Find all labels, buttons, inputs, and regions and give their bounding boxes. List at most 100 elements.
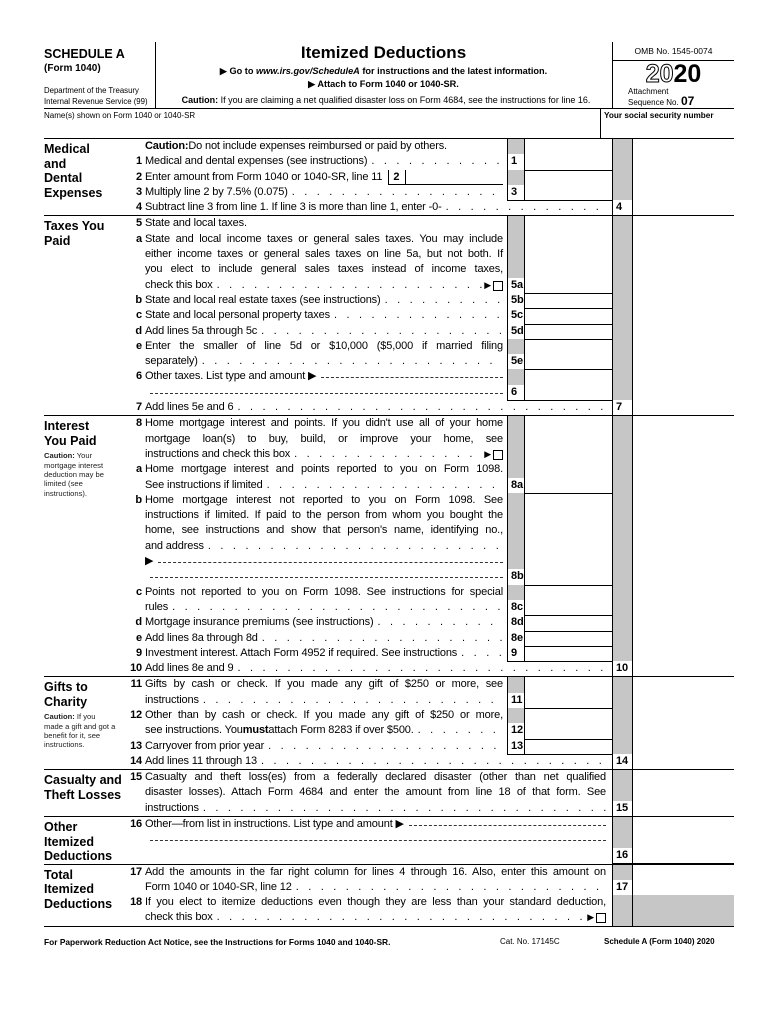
write-in-line[interactable]: [150, 385, 503, 394]
amount-field[interactable]: [525, 615, 612, 632]
amount-field[interactable]: [525, 693, 612, 709]
amount-field[interactable]: [525, 154, 612, 171]
divider: [155, 42, 156, 108]
checkbox[interactable]: [596, 913, 606, 924]
blank-cell: [633, 677, 734, 692]
amount-field[interactable]: [633, 200, 734, 217]
shaded-cell: [612, 323, 633, 340]
amount-field[interactable]: [525, 646, 612, 663]
write-in-line[interactable]: [150, 832, 606, 842]
line-row: home, see instructions and show that per…: [120, 523, 734, 539]
line-item-c: c State and local personal property taxes…: [120, 308, 734, 325]
line-text-part: If you elect to itemize deductions even …: [145, 896, 606, 909]
line-row: ▶: [120, 554, 734, 570]
blank-cell: [525, 216, 612, 231]
shaded-cell: [612, 369, 633, 385]
write-in-line[interactable]: [150, 569, 503, 579]
amount-field[interactable]: [525, 185, 612, 202]
blank-cell: [525, 539, 612, 554]
amount-field[interactable]: [633, 801, 734, 818]
amount-field[interactable]: [525, 385, 612, 402]
shaded-cell: [612, 216, 633, 232]
write-in-line[interactable]: [408, 817, 606, 827]
blank-cell: [633, 432, 734, 447]
write-in-line[interactable]: [321, 369, 503, 379]
line-text-part: see instructions. You: [145, 724, 243, 737]
section-lines: 11 Gifts by cash or check. If you made an…: [120, 677, 734, 771]
box-label: 8d: [507, 615, 525, 632]
write-in-line[interactable]: [158, 554, 503, 564]
section-lines: 8 Home mortgage interest and points. If y…: [120, 416, 734, 678]
line-number: [120, 478, 142, 494]
blank-cell: [633, 170, 734, 185]
shaded-cell: [612, 277, 633, 294]
amount-field[interactable]: [525, 739, 612, 755]
form-title: Itemized Deductions: [300, 43, 467, 62]
line-row: you elect to include general sales taxes…: [120, 262, 734, 278]
amount-field[interactable]: [525, 723, 612, 740]
amount-field[interactable]: [525, 600, 612, 617]
line-number: e: [136, 339, 142, 352]
amount-field[interactable]: [525, 478, 612, 494]
line-number: [120, 385, 142, 401]
line-row: 10 Add lines 8e and 9. . . . . . . . . . …: [120, 661, 734, 678]
amount-field[interactable]: [633, 661, 734, 678]
shaded-cell: [507, 231, 525, 248]
line-number: 6: [136, 370, 142, 383]
dot-leader: . . . . . . . . . . . . . . . . . . . . …: [260, 754, 606, 767]
form-identifier: Schedule A (Form 1040) 2020: [604, 937, 715, 946]
shaded-cell: [507, 216, 525, 232]
shaded-cell: [507, 508, 525, 524]
line-text-part: Home mortgage interest not reported to y…: [145, 493, 503, 506]
amount-field[interactable]: [525, 324, 612, 340]
amount-field[interactable]: [525, 569, 612, 586]
amount-field[interactable]: [525, 631, 612, 647]
ssn-field[interactable]: [604, 121, 732, 136]
line-item-11: 11 Gifts by cash or check. If you made an…: [120, 677, 734, 709]
line-text: Home mortgage interest and points. If yo…: [145, 416, 507, 431]
line-text-part: State and local income taxes or general …: [145, 232, 503, 245]
checkbox[interactable]: [493, 280, 503, 291]
shaded-cell: [612, 599, 633, 617]
line-text: Enter the smaller of line 5d or $10,000 …: [145, 339, 507, 354]
amount-field[interactable]: [633, 754, 734, 771]
amount-field[interactable]: [633, 848, 734, 864]
line-row: check this box. . . . . . . . . . . . . …: [120, 277, 734, 294]
names-field[interactable]: [46, 121, 596, 136]
box-label: 8c: [507, 599, 525, 617]
line-text-part: Add lines 11 through 13: [145, 754, 257, 767]
line-item-13: 13 Carryover from prior year. . . . . . .…: [120, 738, 734, 755]
line-row: instructions. . . . . . . . . . . . . . …: [120, 800, 734, 818]
amount-field[interactable]: [406, 170, 503, 185]
amount-field[interactable]: [525, 354, 612, 371]
dot-leader: . . . . . . . . . . . . . . . . . . . . …: [216, 278, 483, 291]
line-text-part: Home mortgage interest and points. If yo…: [145, 417, 503, 430]
line-number: [120, 508, 142, 523]
irs-url-link[interactable]: www.irs.gov/ScheduleA: [256, 66, 360, 76]
line-number: c: [136, 585, 142, 598]
shaded-cell: [507, 369, 525, 385]
line-text: Points not reported to you on Form 1098.…: [145, 585, 507, 600]
shaded-cell: [612, 247, 633, 263]
line-row: 1 Medical and dental expenses (see instru…: [120, 154, 734, 171]
amount-field[interactable]: [525, 308, 612, 325]
box-label: 4: [612, 200, 633, 217]
amount-field[interactable]: [525, 293, 612, 310]
blank-cell: [633, 739, 734, 755]
shaded-cell: [612, 630, 633, 647]
line-row: 6 Other taxes. List type and amount ▶: [120, 369, 734, 385]
amount-field[interactable]: [525, 278, 612, 294]
catalog-number: Cat. No. 17145C: [500, 937, 560, 946]
line-number: [120, 910, 142, 925]
blank-cell: [633, 646, 734, 662]
line-item-15: 15 Casualty and theft loss(es) from a fed…: [120, 770, 734, 818]
line-row: d Mortgage insurance premiums (see instru…: [120, 615, 734, 632]
section-title-line: Charity: [44, 694, 88, 709]
line-row: 12 Other than by cash or check. If you ma…: [120, 707, 734, 724]
amount-field[interactable]: [633, 880, 734, 897]
checkbox[interactable]: [493, 449, 503, 460]
amount-field[interactable]: [633, 400, 734, 417]
inline-amount-box: 2: [388, 169, 503, 185]
blank-cell: [633, 354, 734, 370]
shaded-cell: [612, 569, 633, 586]
